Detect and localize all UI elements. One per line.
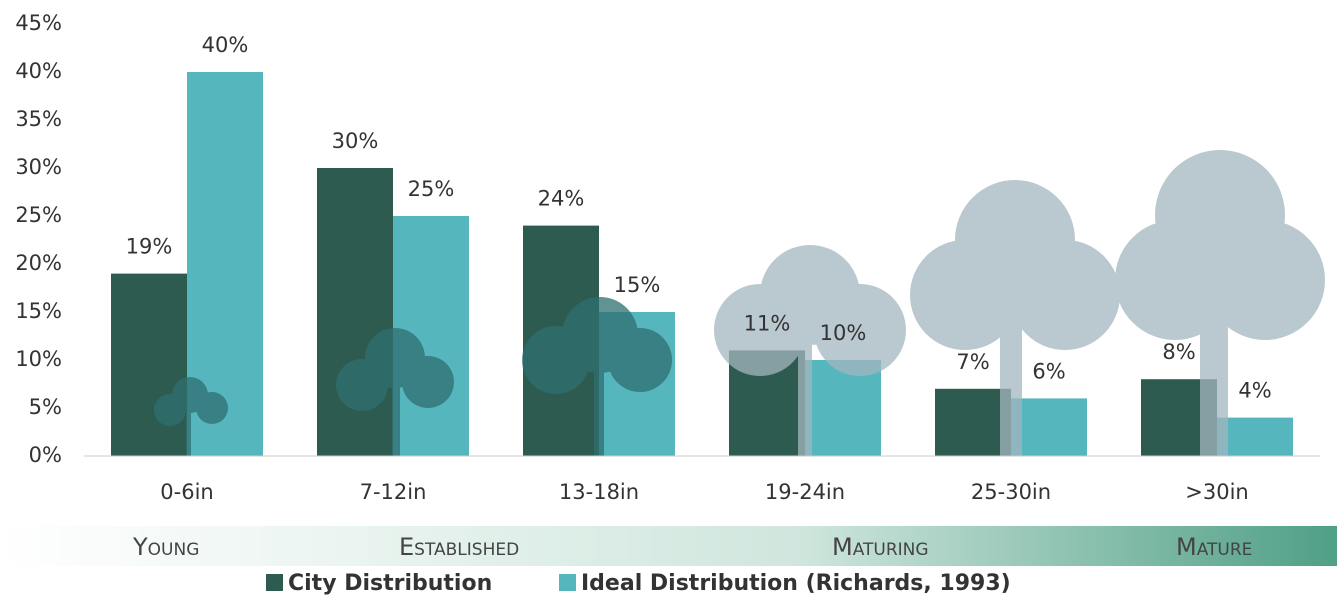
stage-band — [0, 526, 1337, 566]
legend-swatch — [266, 574, 283, 591]
bar — [1011, 398, 1087, 456]
y-tick-label: 40% — [15, 59, 62, 83]
y-tick-label: 20% — [15, 251, 62, 275]
tree-icons — [154, 150, 1325, 456]
data-label: 4% — [1238, 379, 1271, 403]
data-label: 25% — [408, 177, 455, 201]
y-tick-label: 0% — [29, 443, 62, 467]
y-tick-label: 5% — [29, 395, 62, 419]
bar — [111, 273, 187, 456]
data-label: 24% — [538, 187, 585, 211]
x-tick-label: 7-12in — [360, 480, 427, 504]
bar — [935, 388, 1011, 456]
stage-label: Maturing — [832, 533, 929, 561]
legend-swatch — [559, 574, 576, 591]
stage-label: Established — [399, 533, 519, 561]
legend: City Distribution Ideal Distribution (Ric… — [266, 571, 1011, 596]
x-tick-label: 0-6in — [160, 480, 213, 504]
bar — [317, 168, 393, 456]
data-label: 6% — [1032, 359, 1065, 383]
data-label: 11% — [744, 311, 791, 335]
x-tick-label: >30in — [1185, 480, 1248, 504]
x-tick-label: 19-24in — [765, 480, 845, 504]
y-tick-label: 10% — [15, 347, 62, 371]
y-tick-label: 35% — [15, 107, 62, 131]
y-tick-label: 45% — [15, 11, 62, 35]
stage-label: Young — [132, 533, 199, 561]
data-label: 30% — [332, 129, 379, 153]
x-tick-label: 25-30in — [971, 480, 1051, 504]
data-label: 10% — [820, 321, 867, 345]
stage-label: Mature — [1176, 533, 1252, 561]
bar — [805, 360, 881, 456]
bar — [1217, 417, 1293, 456]
data-label: 19% — [126, 235, 173, 259]
data-label: 15% — [614, 273, 661, 297]
legend-label: Ideal Distribution (Richards, 1993) — [581, 571, 1011, 596]
data-label: 8% — [1162, 340, 1195, 364]
x-tick-label: 13-18in — [559, 480, 639, 504]
y-tick-label: 25% — [15, 203, 62, 227]
y-tick-label: 30% — [15, 155, 62, 179]
legend-label: City Distribution — [288, 571, 492, 596]
data-label: 7% — [956, 350, 989, 374]
data-label: 40% — [202, 33, 249, 57]
y-tick-label: 15% — [15, 299, 62, 323]
